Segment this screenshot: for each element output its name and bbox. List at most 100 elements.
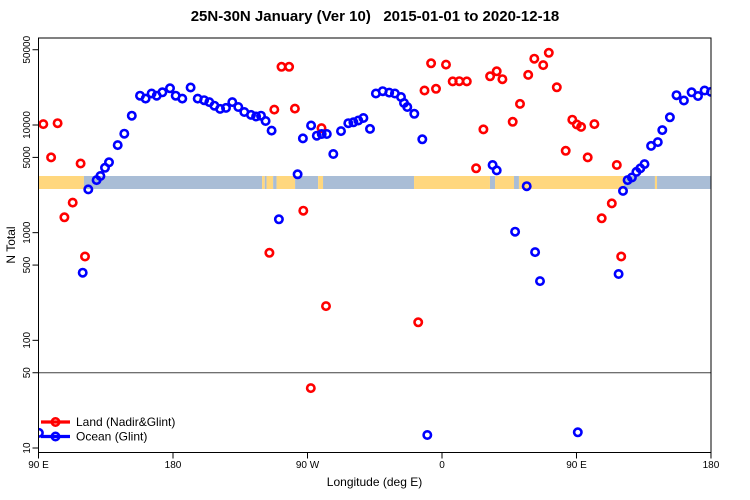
data-point-ocean: [572, 427, 583, 438]
data-point-ocean: [358, 113, 369, 124]
band-segment-land: [414, 176, 490, 189]
data-point-land: [576, 121, 587, 132]
band-segment-ocean: [83, 176, 263, 189]
data-point-ocean: [140, 93, 151, 104]
data-point-land: [582, 152, 593, 163]
data-point-ocean: [521, 181, 532, 192]
data-point-ocean: [227, 97, 238, 108]
data-point-land: [491, 66, 502, 77]
data-point-ocean: [657, 125, 668, 136]
data-point-ocean: [402, 102, 413, 113]
data-point-land: [289, 103, 300, 114]
x-tick-label: 90 E: [566, 460, 587, 471]
data-point-ocean: [297, 133, 308, 144]
data-point-ocean: [343, 118, 354, 129]
y-tick-label: 1000: [22, 221, 33, 244]
band-segment-ocean: [657, 176, 711, 189]
chart-title: 25N-30N January (Ver 10) 2015-01-01 to 2…: [190, 8, 560, 25]
y-axis-label: N Total: [4, 226, 18, 264]
data-point-land: [478, 124, 489, 135]
band-segment-ocean: [295, 176, 319, 189]
ocean-series: [38, 82, 711, 440]
plot-border: [38, 37, 712, 453]
data-point-land: [560, 145, 571, 156]
data-point-ocean: [692, 91, 703, 102]
data-point-ocean: [652, 137, 663, 148]
band-segment-land: [654, 176, 658, 189]
data-point-ocean: [671, 90, 682, 101]
data-point-ocean: [177, 93, 188, 104]
data-point-ocean: [77, 267, 88, 278]
band-segment-ocean: [514, 176, 519, 189]
data-point-ocean: [157, 87, 168, 98]
data-point-ocean: [165, 83, 176, 94]
y-tick-label: 10: [22, 442, 33, 454]
data-point-ocean: [348, 117, 359, 128]
data-point-land: [305, 383, 316, 394]
data-point-ocean: [328, 149, 339, 160]
x-tick-label: 90 E: [28, 460, 49, 471]
data-point-ocean: [126, 110, 137, 121]
legend-marker: [50, 416, 61, 427]
data-point-land: [551, 82, 562, 93]
data-point-land: [284, 61, 295, 72]
band-segment-land: [38, 176, 84, 189]
data-point-land: [514, 98, 525, 109]
data-point-land: [616, 251, 627, 262]
data-point-land: [611, 160, 622, 171]
data-point-ocean: [104, 157, 115, 168]
data-point-land: [430, 83, 441, 94]
data-point-land: [497, 74, 508, 85]
data-point-ocean: [260, 116, 271, 127]
data-point-ocean: [112, 140, 123, 151]
x-axis-label: Longitude (deg E): [326, 475, 423, 489]
y-tick-label: 100: [22, 332, 33, 349]
data-point-land: [75, 158, 86, 169]
data-point-ocean: [639, 159, 650, 170]
data-point-land: [276, 61, 287, 72]
data-point-ocean: [316, 129, 327, 140]
data-point-ocean: [221, 102, 232, 113]
data-point-ocean: [409, 108, 420, 119]
data-point-ocean: [510, 226, 521, 237]
data-point-land: [606, 198, 617, 209]
data-point-ocean: [422, 429, 433, 440]
legend-marker: [50, 431, 61, 442]
surface-band: [38, 176, 711, 189]
data-point-land: [269, 104, 280, 115]
data-point-land: [38, 119, 49, 130]
band-segment-land: [318, 176, 324, 189]
data-point-land: [413, 317, 424, 328]
data-point-ocean: [273, 214, 284, 225]
data-points: [38, 47, 711, 440]
data-point-land: [67, 197, 78, 208]
data-point-land: [52, 118, 63, 129]
data-point-ocean: [384, 87, 395, 98]
data-point-ocean: [292, 169, 303, 180]
data-point-ocean: [83, 184, 94, 195]
data-point-ocean: [530, 247, 541, 258]
y-axis: 50000 10000 5000 1000 500 100 50 10: [22, 35, 39, 454]
data-point-ocean: [335, 126, 346, 137]
data-point-ocean: [246, 109, 257, 120]
y-tick-label: 500: [22, 256, 33, 273]
data-point-land: [529, 53, 540, 64]
legend-label: Ocean (Glint): [76, 430, 147, 444]
band-segment-land: [518, 176, 625, 189]
x-tick-label: 180: [703, 460, 720, 471]
data-point-land: [80, 251, 91, 262]
data-point-land: [264, 247, 275, 258]
data-point-ocean: [215, 103, 226, 114]
data-point-land: [461, 76, 472, 87]
data-point-land: [426, 58, 437, 69]
data-point-land: [485, 71, 496, 82]
legend: Land (Nadir&Glint)Ocean (Glint): [41, 415, 175, 444]
x-tick-label: 180: [165, 460, 182, 471]
data-point-land: [523, 69, 534, 80]
data-point-land: [538, 60, 549, 71]
band-segment-ocean: [489, 176, 496, 189]
land-series: [38, 47, 627, 394]
band-segment-land: [266, 176, 274, 189]
y-tick-label: 50000: [22, 35, 33, 63]
